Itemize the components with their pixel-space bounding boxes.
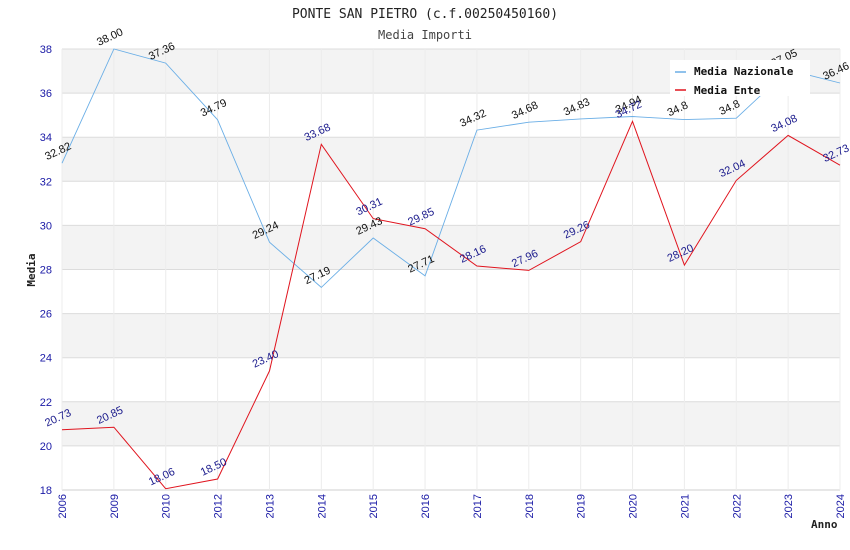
grid-band [62, 269, 840, 314]
x-tick-label: 2010 [161, 494, 173, 518]
legend-label-media-nazionale: Media Nazionale [694, 65, 794, 78]
x-tick-label: 2020 [628, 494, 640, 518]
grid-band [62, 445, 840, 490]
y-tick-label: 38 [40, 44, 52, 56]
y-tick-label: 32 [40, 176, 52, 188]
grid-bands [62, 49, 840, 490]
legend: Media Nazionale Media Ente [670, 60, 810, 97]
y-axis-ticks: 18 20 22 24 26 28 30 32 34 36 38 [40, 44, 52, 497]
x-tick-label: 2014 [316, 494, 328, 518]
y-axis-label: Media [25, 253, 38, 286]
chart-subtitle: Media Importi [378, 28, 472, 42]
series-line-media-nazionale [61, 48, 841, 289]
y-tick-label: 20 [40, 441, 52, 453]
x-tick-label: 2016 [420, 494, 432, 518]
legend-label-media-ente: Media Ente [694, 84, 761, 97]
x-tick-label: 2022 [731, 494, 743, 518]
grid-band [62, 313, 840, 358]
x-axis-label: Anno [811, 518, 838, 531]
x-tick-label: 2013 [264, 494, 276, 518]
y-tick-label: 34 [40, 132, 52, 144]
x-tick-label: 2017 [472, 494, 484, 518]
x-axis-ticks: 2006 2009 2010 2012 2013 2014 2015 2016 2017 2018… [57, 494, 847, 518]
chart-title: PONTE SAN PIETRO (c.f.00250450160) [292, 7, 558, 22]
y-tick-label: 30 [40, 220, 52, 232]
x-tick-label: 2012 [213, 494, 225, 518]
grid-band [62, 137, 840, 182]
y-tick-label: 18 [40, 485, 52, 497]
x-tick-label: 2006 [57, 494, 69, 518]
x-tick-label: 2009 [109, 494, 121, 518]
series-lines [61, 48, 841, 490]
y-tick-label: 36 [40, 88, 52, 100]
grid-band [62, 93, 840, 138]
x-tick-label: 2018 [524, 494, 536, 518]
y-tick-label: 22 [40, 397, 52, 409]
y-tick-label: 28 [40, 265, 52, 277]
x-tick-label: 2019 [576, 494, 588, 518]
y-tick-label: 24 [40, 353, 52, 365]
x-tick-label: 2024 [835, 494, 847, 518]
series-line-media-ente [61, 119, 841, 490]
grid-band [62, 357, 840, 402]
x-tick-label: 2015 [368, 494, 380, 518]
grid-band [62, 401, 840, 446]
y-tick-label: 26 [40, 309, 52, 321]
data-label: 38.00 [95, 26, 125, 49]
x-tick-label: 2023 [783, 494, 795, 518]
grid-lines [61, 48, 841, 491]
x-tick-label: 2021 [679, 494, 691, 518]
legend-box [670, 60, 810, 96]
